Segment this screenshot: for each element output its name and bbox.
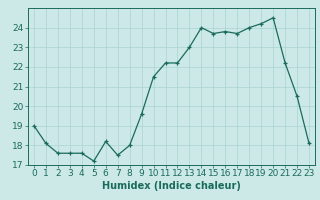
X-axis label: Humidex (Indice chaleur): Humidex (Indice chaleur) [102, 181, 241, 191]
